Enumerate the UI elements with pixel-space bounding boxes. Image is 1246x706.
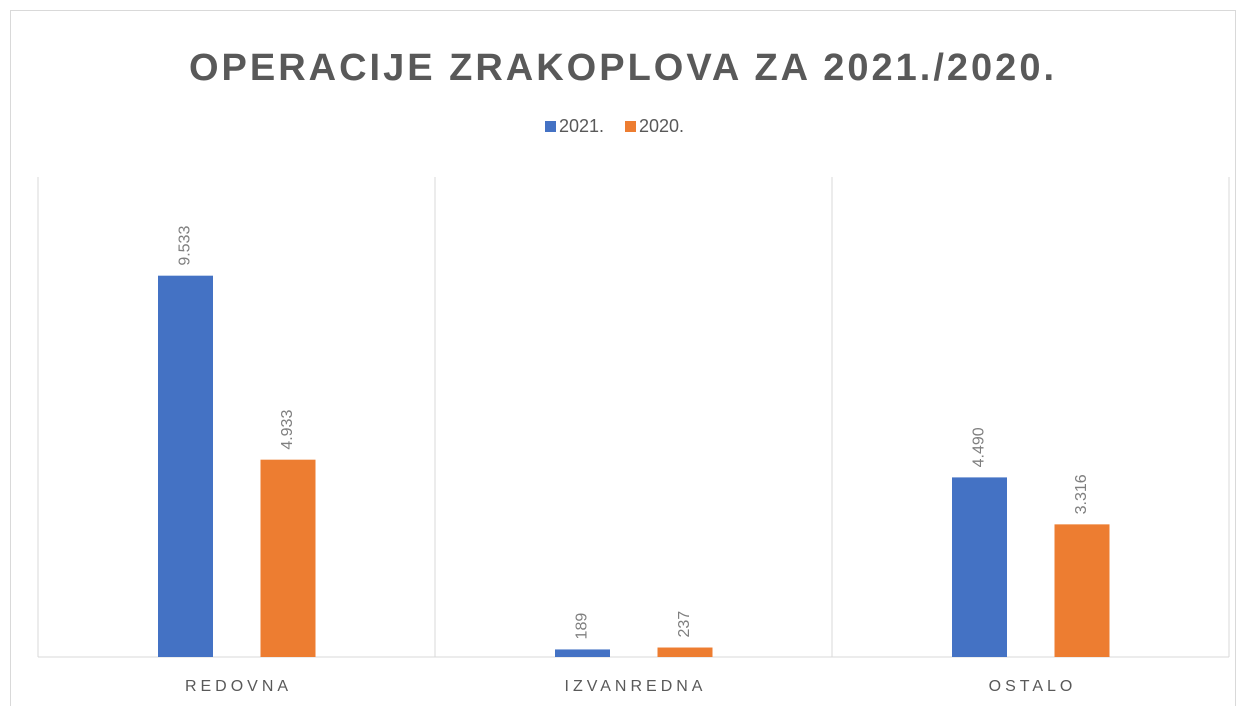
chart-title: OPERACIJE ZRAKOPLOVA ZA 2021./2020.: [189, 47, 1057, 89]
legend-swatch: [545, 121, 556, 132]
bar: [555, 649, 610, 657]
x-tick-label: REDOVNA: [185, 678, 292, 695]
bar: [1054, 524, 1110, 657]
bar: [158, 275, 213, 657]
data-label: 4.933: [279, 410, 296, 450]
x-tick-label: IZVANREDNA: [565, 678, 707, 695]
legend-label: 2020.: [639, 116, 684, 136]
data-label: 9.533: [177, 226, 194, 266]
x-tick-label: OSTALO: [989, 678, 1077, 695]
bar: [952, 477, 1007, 657]
data-label: 237: [676, 611, 693, 638]
bar: [260, 459, 316, 657]
bar: [657, 647, 713, 657]
chart-border: [10, 10, 1236, 706]
data-label: 189: [574, 613, 591, 640]
legend-swatch: [625, 121, 636, 132]
data-label: 4.490: [971, 427, 988, 467]
data-label: 3.316: [1073, 474, 1090, 514]
legend-label: 2021.: [559, 116, 604, 136]
